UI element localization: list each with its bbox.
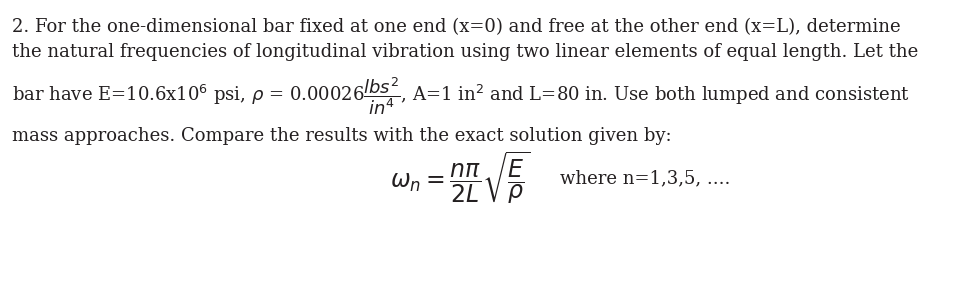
Text: 2. For the one-dimensional bar fixed at one end (x=0) and free at the other end : 2. For the one-dimensional bar fixed at … bbox=[12, 18, 901, 36]
Text: the natural frequencies of longitudinal vibration using two linear elements of e: the natural frequencies of longitudinal … bbox=[12, 43, 918, 61]
Text: where n=1,3,5, ....: where n=1,3,5, .... bbox=[560, 169, 731, 187]
Text: $\omega_n = \dfrac{n\pi}{2L}\sqrt{\dfrac{E}{\rho}}$: $\omega_n = \dfrac{n\pi}{2L}\sqrt{\dfrac… bbox=[390, 149, 531, 207]
Text: mass approaches. Compare the results with the exact solution given by:: mass approaches. Compare the results wit… bbox=[12, 127, 671, 145]
Text: bar have E=10.6x10$^6$ psi, $\rho$ = 0.00026$\dfrac{lbs^2}{in^4}$, A=1 in$^2$ an: bar have E=10.6x10$^6$ psi, $\rho$ = 0.0… bbox=[12, 75, 910, 117]
